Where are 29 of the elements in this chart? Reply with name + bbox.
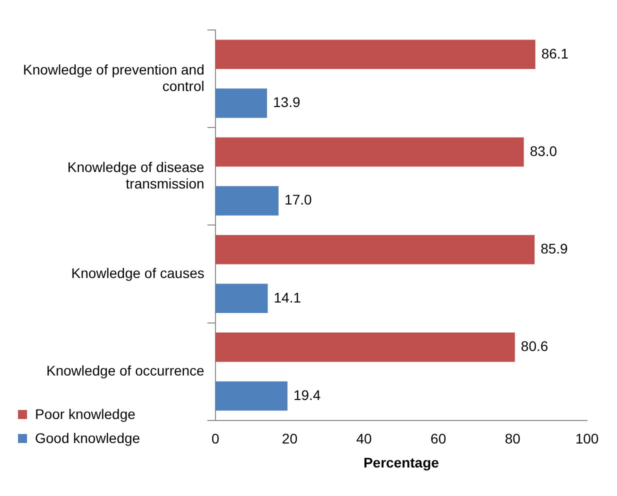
bar — [215, 284, 268, 314]
x-tick-label: 80 — [504, 430, 521, 447]
data-label: 85.9 — [540, 240, 568, 256]
bar — [215, 40, 536, 70]
bar — [215, 186, 279, 216]
legend-label: Good knowledge — [35, 430, 140, 446]
data-label: 80.6 — [520, 338, 548, 354]
bar — [215, 137, 524, 167]
x-tick-label: 20 — [282, 430, 298, 447]
x-tick-label: 100 — [575, 430, 599, 447]
bar — [215, 234, 535, 264]
x-axis-title: Percentage — [363, 454, 440, 470]
x-tick-label: 40 — [356, 430, 372, 447]
data-label: 14.1 — [274, 289, 302, 306]
y-tick-label: Knowledge of disease transmission — [67, 158, 205, 192]
data-label: 17.0 — [284, 192, 312, 208]
y-tick-label: Knowledge of causes — [71, 264, 204, 281]
data-label: 86.1 — [541, 45, 569, 62]
bar — [215, 381, 288, 411]
y-tick-label: Knowledge of occurrence — [46, 362, 205, 378]
bar — [215, 332, 515, 362]
data-label: 13.9 — [273, 94, 300, 110]
y-tick-label: Knowledge of prevention and control — [23, 61, 204, 94]
x-tick-label: 60 — [430, 430, 446, 447]
data-label: 19.4 — [293, 386, 321, 403]
bar — [215, 88, 268, 118]
x-tick-label: 0 — [211, 430, 220, 447]
legend-label: Poor knowledge — [35, 406, 136, 422]
data-label: 83.0 — [530, 142, 558, 159]
